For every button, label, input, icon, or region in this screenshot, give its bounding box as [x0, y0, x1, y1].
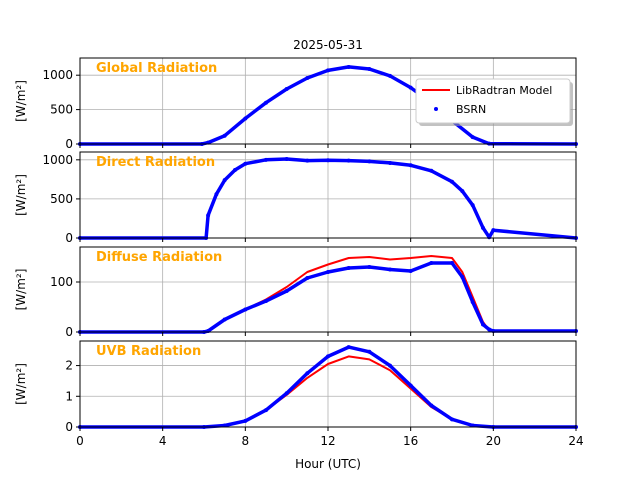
- bsrn-point: [206, 213, 211, 218]
- bsrn-point: [243, 307, 248, 312]
- y-tick-label: 1000: [42, 68, 73, 82]
- y-tick-label: 0: [65, 137, 73, 151]
- bsrn-point: [305, 75, 310, 80]
- y-axis-label: [W/m²]: [14, 80, 28, 122]
- bsrn-point: [429, 403, 434, 408]
- panel-title: Diffuse Radiation: [96, 250, 222, 265]
- legend: LibRadtran Model BSRN: [415, 78, 573, 126]
- x-tick-label: 20: [486, 434, 501, 448]
- bsrn-point: [222, 423, 227, 428]
- panel-title: Global Radiation: [96, 61, 217, 76]
- bsrn-point: [487, 327, 492, 332]
- bsrn-point: [326, 158, 330, 163]
- panel-2: 0 100 Diffuse Radiation [W/m²]: [14, 246, 578, 339]
- bsrn-point: [388, 363, 392, 368]
- bsrn-point: [346, 266, 351, 270]
- bsrn-point: [429, 261, 434, 265]
- bsrn-point: [470, 203, 475, 208]
- bsrn-point: [429, 168, 434, 173]
- bsrn-point: [326, 270, 330, 274]
- y-tick-label: 0: [65, 420, 73, 434]
- y-tick-label: 0: [65, 325, 73, 339]
- bsrn-point: [450, 417, 454, 422]
- x-tick-label: 16: [403, 434, 418, 448]
- bsrn-point: [460, 275, 465, 279]
- series-libradtran-model: [207, 158, 491, 238]
- bsrn-point: [408, 269, 413, 273]
- y-tick-label: 100: [50, 275, 73, 289]
- bsrn-point: [243, 418, 248, 423]
- bsrn-point: [408, 163, 413, 168]
- bsrn-point: [222, 178, 227, 183]
- bsrn-point: [388, 160, 392, 165]
- bsrn-point: [284, 391, 289, 396]
- y-tick-label: 500: [50, 103, 73, 117]
- bsrn-point: [326, 354, 330, 359]
- bsrn-point: [243, 161, 248, 166]
- bsrn-point: [367, 67, 372, 72]
- bsrn-point: [491, 228, 496, 233]
- panel-1: 0 500 1000 Direct Radiation [W/m²]: [14, 151, 578, 245]
- bsrn-point: [408, 383, 413, 388]
- bsrn-point: [481, 322, 485, 327]
- bsrn-point: [346, 158, 351, 163]
- x-axis-label: Hour (UTC): [295, 457, 361, 471]
- bsrn-point: [326, 68, 330, 73]
- bsrn-point: [233, 167, 237, 172]
- bsrn-point: [450, 261, 454, 265]
- bsrn-point: [264, 299, 268, 303]
- bsrn-point: [487, 235, 492, 240]
- y-tick-label: 2: [65, 359, 73, 373]
- bsrn-point: [264, 408, 268, 413]
- bsrn-point: [284, 86, 289, 91]
- legend-bsrn-swatch: [434, 107, 438, 111]
- y-tick-label: 500: [50, 192, 73, 206]
- x-tick-label: 4: [159, 434, 167, 448]
- bsrn-point: [284, 157, 289, 162]
- figure-title: 2025-05-31: [293, 38, 363, 52]
- bsrn-point: [367, 159, 372, 164]
- x-tick-label: 0: [76, 434, 84, 448]
- bsrn-point: [305, 276, 310, 280]
- y-tick-label: 1: [65, 389, 73, 403]
- y-tick-label: 1000: [42, 153, 73, 167]
- y-axis-label: [W/m²]: [14, 174, 28, 216]
- bsrn-point: [408, 85, 413, 90]
- bsrn-point: [388, 73, 392, 78]
- bsrn-point: [264, 157, 268, 162]
- bsrn-point: [305, 371, 310, 376]
- bsrn-point: [481, 225, 485, 230]
- y-tick-label: 0: [65, 231, 73, 245]
- bsrn-point: [367, 349, 372, 354]
- y-axis-label: [W/m²]: [14, 363, 28, 405]
- panel-title: UVB Radiation: [96, 344, 201, 359]
- bsrn-point: [214, 192, 219, 197]
- bsrn-point: [450, 179, 454, 184]
- y-axis-label: [W/m²]: [14, 269, 28, 311]
- bsrn-point: [367, 265, 372, 269]
- bsrn-point: [305, 158, 310, 163]
- panel-title: Direct Radiation: [96, 155, 215, 170]
- bsrn-point: [470, 135, 475, 140]
- legend-bsrn-label: BSRN: [456, 103, 486, 116]
- bsrn-point: [243, 116, 248, 121]
- bsrn-point: [346, 64, 351, 69]
- bsrn-point: [388, 267, 392, 272]
- bsrn-point: [264, 100, 268, 105]
- legend-model-label: LibRadtran Model: [456, 84, 552, 97]
- bsrn-point: [470, 423, 475, 428]
- bsrn-point: [222, 133, 227, 138]
- legend-box: [415, 78, 571, 124]
- x-tick-label: 8: [242, 434, 250, 448]
- bsrn-point: [346, 345, 351, 350]
- bsrn-point: [222, 317, 227, 322]
- bsrn-point: [460, 189, 465, 194]
- x-tick-label: 12: [320, 434, 335, 448]
- bsrn-point: [470, 300, 475, 304]
- x-tick-label: 24: [568, 434, 583, 448]
- bsrn-point: [284, 289, 289, 293]
